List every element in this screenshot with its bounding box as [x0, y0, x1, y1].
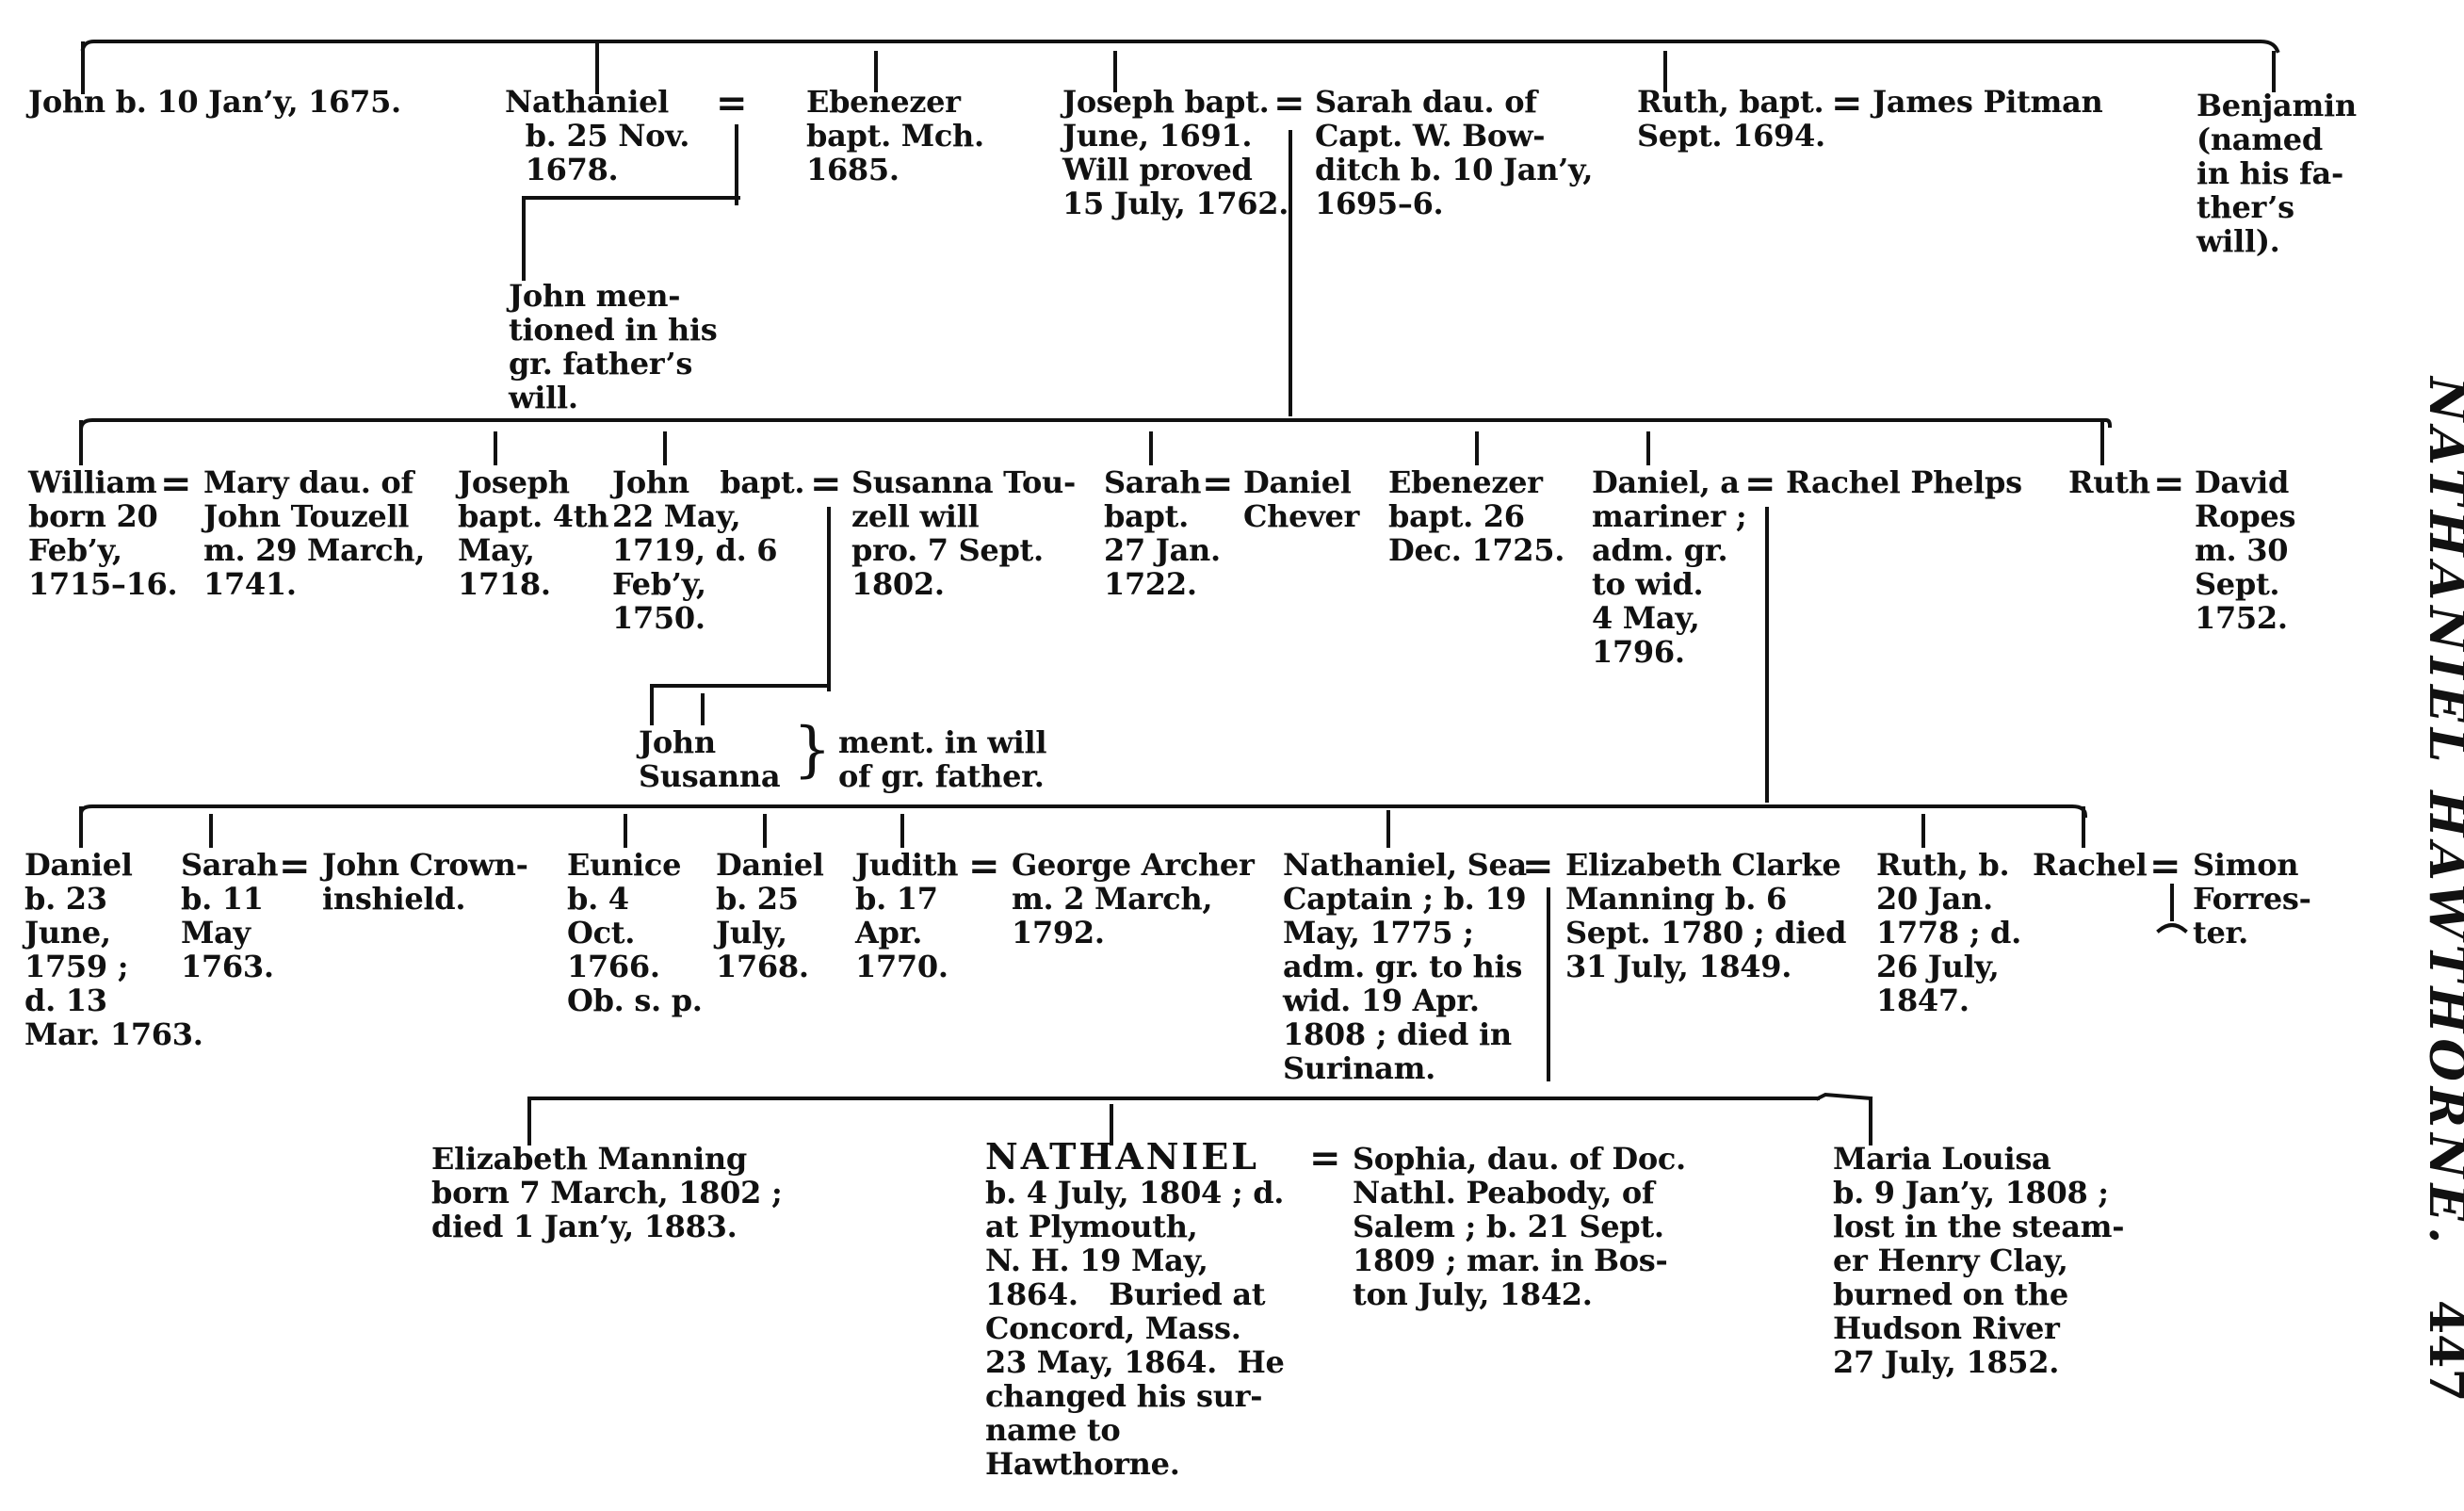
gen3-daniel: Daniel b. 23 June, 1759 ; d. 13 Mar. 176…	[24, 847, 203, 1052]
gen2-william: William born 20 Feb’y, 1715–16.	[28, 464, 178, 602]
gen3-elizabeth-clarke: Elizabeth Clarke Manning b. 6 Sept. 1780…	[1565, 847, 1847, 984]
gen3-john-crowninshield: John Crown- inshield.	[322, 847, 528, 917]
gen2-ebenezer: Ebenezer bapt. 26 Dec. 1725.	[1388, 464, 1565, 568]
gen2-sarah-equals: =	[1202, 462, 1234, 506]
gen3-sarah-equals: =	[279, 844, 311, 888]
gen1-sarah: Sarah dau. of Capt. W. Bow- ditch b. 10 …	[1315, 84, 1594, 221]
gen2-susanna: Susanna Tou- zell will pro. 7 Sept. 1802…	[851, 464, 1076, 602]
gen2-daniel-chever: Daniel Chever	[1243, 464, 1360, 534]
gen2-sarah: Sarah bapt. 27 Jan. 1722.	[1104, 464, 1221, 602]
page-number-box: 447	[2392, 1300, 2464, 1413]
gen3-ruth: Ruth, b. 20 Jan. 1778 ; d. 26 July, 1847…	[1876, 847, 2021, 1018]
gen4-sophia-peabody: Sophia, dau. of Doc. Nathl. Peabody, of …	[1353, 1141, 1686, 1312]
gen1-nathaniel-equals: =	[716, 81, 748, 125]
gen2-john-equals: =	[810, 462, 842, 506]
gen3-rachel-equals: =	[2149, 844, 2181, 888]
gen3-rachel: Rachel	[2033, 847, 2148, 883]
gen2-william-equals: =	[160, 462, 192, 506]
gen2-rachel-phelps: Rachel Phelps	[1786, 464, 2022, 500]
page-number: 447	[2418, 1300, 2464, 1403]
gen1-ruth-equals: =	[1831, 81, 1863, 125]
gen3-daniel-2: Daniel b. 25 July, 1768.	[716, 847, 824, 984]
gen1-john: John b. 10 Jan’y, 1675.	[28, 84, 401, 120]
gen3-simon-forrester: Simon Forres- ter.	[2193, 847, 2311, 950]
gen1-james-pitman: James Pitman	[1872, 84, 2103, 120]
gen1-ruth: Ruth, bapt. Sept. 1694.	[1637, 84, 1825, 154]
gen4-maria-louisa: Maria Louisa b. 9 Jan’y, 1808 ; lost in …	[1833, 1141, 2125, 1380]
gen3-judith: Judith b. 17 Apr. 1770.	[855, 847, 959, 984]
gen4-nathaniel-details: b. 4 July, 1804 ; d. at Plymouth, N. H. …	[985, 1175, 1285, 1482]
running-title: NATHANIEL HAWTHORNE.	[2418, 377, 2464, 1250]
gen1-joseph-equals: =	[1273, 81, 1305, 125]
gen3-george-archer: George Archer m. 2 March, 1792.	[1012, 847, 1255, 950]
gen2-daniel-equals: =	[1744, 462, 1776, 506]
gen2-david-ropes: David Ropes m. 30 Sept. 1752.	[2195, 464, 2296, 636]
nathaniel-child-john: John men- tioned in his gr. father’s wil…	[509, 278, 718, 415]
gen2-ruth-equals: =	[2153, 462, 2185, 506]
john-children-names: John Susanna	[639, 724, 781, 794]
john-children-brace: }	[793, 715, 832, 785]
gen3-sarah: Sarah b. 11 May 1763.	[181, 847, 279, 984]
gen3-eunice: Eunice b. 4 Oct. 1766. Ob. s. p.	[567, 847, 703, 1018]
gen2-mary: Mary dau. of John Touzell m. 29 March, 1…	[203, 464, 426, 602]
gen3-judith-equals: =	[968, 844, 1000, 888]
gen2-daniel: Daniel, a mariner ; adm. gr. to wid. 4 M…	[1592, 464, 1747, 670]
gen3-nathaniel: Nathaniel, Sea Captain ; b. 19 May, 1775…	[1283, 847, 1527, 1086]
gen1-ebenezer: Ebenezer bapt. Mch. 1685.	[806, 84, 984, 187]
gen1-benjamin: Benjamin (named in his fa- ther’s will).	[2197, 88, 2357, 259]
john-children-note: ment. in will of gr. father.	[838, 724, 1047, 794]
gen2-joseph: Joseph bapt. 4th May, 1718.	[458, 464, 609, 602]
gen4-elizabeth-manning: Elizabeth Manning born 7 March, 1802 ; d…	[431, 1141, 783, 1244]
gen1-joseph: Joseph bapt. June, 1691. Will proved 15 …	[1062, 84, 1289, 221]
gen4-nathaniel-name: NATHANIEL	[985, 1135, 1259, 1178]
gen3-nathaniel-equals: =	[1522, 844, 1554, 888]
gen2-ruth: Ruth	[2068, 464, 2150, 500]
running-header: NATHANIEL HAWTHORNE.	[2392, 377, 2464, 1249]
gen4-nathaniel-equals: =	[1309, 1136, 1341, 1180]
gen1-nathaniel: Nathaniel b. 25 Nov. 1678.	[505, 84, 690, 187]
gen2-john: John bapt. 22 May, 1719, d. 6 Feb’y, 175…	[612, 464, 805, 636]
